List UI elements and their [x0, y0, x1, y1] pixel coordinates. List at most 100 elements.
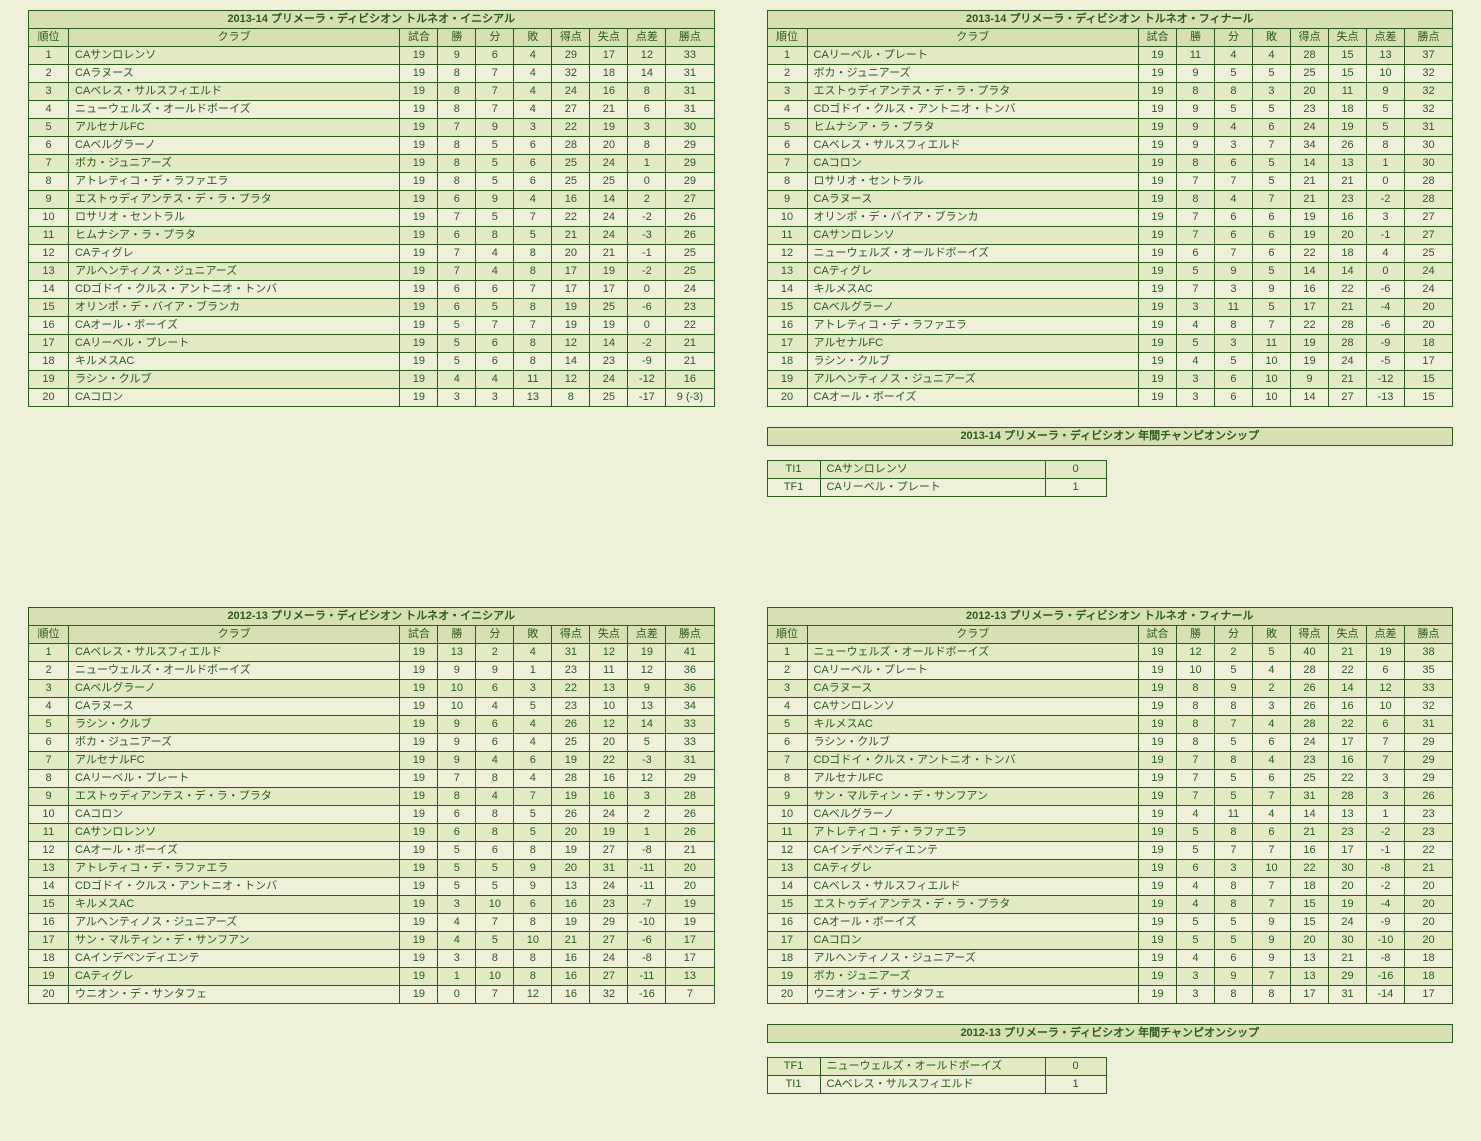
- table-row: 12CAティグレ197482021-125: [29, 245, 715, 263]
- cell: 8: [29, 173, 69, 191]
- cell: 22: [1404, 842, 1452, 860]
- cell: 7: [1176, 770, 1214, 788]
- cell: 30: [1404, 137, 1452, 155]
- col-header: クラブ: [69, 29, 400, 47]
- cell: 20: [1290, 932, 1328, 950]
- cell: 21: [1328, 299, 1366, 317]
- cell: 27: [666, 191, 714, 209]
- cell: 8: [767, 173, 807, 191]
- table-row: 14CDゴドイ・クルス・アントニオ・トンバ195591324-1120: [29, 878, 715, 896]
- cell: 5: [1252, 299, 1290, 317]
- cell: 18: [1404, 950, 1452, 968]
- cell: 7: [1366, 752, 1404, 770]
- cell: 8: [1252, 986, 1290, 1004]
- cell: 27: [1404, 227, 1452, 245]
- cell: 3: [1214, 281, 1252, 299]
- cell: 8: [1176, 680, 1214, 698]
- cell: 12: [628, 662, 666, 680]
- cell: 28: [1328, 317, 1366, 335]
- cell: 19: [1138, 335, 1176, 353]
- cell: 5: [1176, 824, 1214, 842]
- cell: 6: [438, 191, 476, 209]
- cell: 7: [1176, 752, 1214, 770]
- cell: 21: [590, 101, 628, 119]
- cell: 25: [552, 155, 590, 173]
- cell: 19: [1138, 389, 1176, 407]
- cell: 28: [1290, 662, 1328, 680]
- cell: 15: [1290, 914, 1328, 932]
- cell: 14: [29, 281, 69, 299]
- cell: 13: [514, 389, 552, 407]
- cell: CAベルグラーノ: [807, 299, 1138, 317]
- cell: ニューウェルズ・オールドボーイズ: [807, 245, 1138, 263]
- table-row: 6ラシン・クルブ198562417729: [767, 734, 1453, 752]
- cell: 19: [400, 914, 438, 932]
- cell: 9: [438, 752, 476, 770]
- cell: 9: [1252, 932, 1290, 950]
- cell: 19: [400, 698, 438, 716]
- cell: 13: [1328, 155, 1366, 173]
- cell: アルヘンティノス・ジュニアーズ: [69, 263, 400, 281]
- cell: 6: [476, 734, 514, 752]
- cell: ボカ・ジュニアーズ: [69, 734, 400, 752]
- cell: 9: [1176, 101, 1214, 119]
- cell: 16: [590, 770, 628, 788]
- cell: 19: [400, 47, 438, 65]
- champ-tag: TI1: [767, 1076, 820, 1094]
- table-row: 15キルメスAC1931061623-719: [29, 896, 715, 914]
- cell: 19: [552, 788, 590, 806]
- cell: CAオール・ボーイズ: [807, 914, 1138, 932]
- cell: 3: [438, 896, 476, 914]
- cell: 13: [767, 860, 807, 878]
- champ-score: 0: [1045, 461, 1106, 479]
- cell: 19: [1138, 788, 1176, 806]
- cell: 31: [1404, 119, 1452, 137]
- champ-club: CAベレス・サルスフィエルド: [820, 1076, 1045, 1094]
- cell: 15: [1404, 389, 1452, 407]
- table-row: 9エストゥディアンテス・デ・ラ・プラタ196941614227: [29, 191, 715, 209]
- cell: 10: [1366, 698, 1404, 716]
- cell: 10: [1252, 389, 1290, 407]
- cell: 1: [438, 968, 476, 986]
- cell: 19: [628, 644, 666, 662]
- col-header: 得点: [1290, 626, 1328, 644]
- cell: 5: [514, 824, 552, 842]
- cell: 19: [552, 317, 590, 335]
- cell: 8: [1214, 698, 1252, 716]
- table-row: 18アルヘンティノス・ジュニアーズ194691321-818: [767, 950, 1453, 968]
- cell: 5: [438, 842, 476, 860]
- cell: 9: [29, 788, 69, 806]
- cell: 22: [1290, 317, 1328, 335]
- col-header: 失点: [1328, 626, 1366, 644]
- cell: 1: [628, 824, 666, 842]
- cell: 31: [1328, 986, 1366, 1004]
- cell: 40: [1290, 644, 1328, 662]
- cell: 21: [590, 245, 628, 263]
- cell: 19: [1138, 137, 1176, 155]
- cell: 26: [666, 227, 714, 245]
- cell: 28: [552, 137, 590, 155]
- cell: 1: [767, 644, 807, 662]
- cell: 5: [476, 209, 514, 227]
- cell: 19: [1138, 950, 1176, 968]
- col-header: クラブ: [69, 626, 400, 644]
- cell: 34: [1290, 137, 1328, 155]
- cell: 4: [29, 698, 69, 716]
- cell: 20: [1404, 317, 1452, 335]
- cell: CAベルグラーノ: [69, 680, 400, 698]
- cell: 19: [400, 662, 438, 680]
- cell: 5: [29, 119, 69, 137]
- cell: 29: [666, 155, 714, 173]
- champ-result-c2012: TF1ニューウェルズ・オールドボーイズ0TI1CAベレス・サルスフィエルド1: [767, 1057, 1107, 1094]
- table-row: 5アルセナルFC197932219330: [29, 119, 715, 137]
- cell: -2: [1366, 878, 1404, 896]
- cell: CAベレス・サルスフィエルド: [807, 878, 1138, 896]
- cell: 6: [1214, 389, 1252, 407]
- cell: 8: [1176, 698, 1214, 716]
- col-header: 試合: [1138, 626, 1176, 644]
- cell: 19: [400, 806, 438, 824]
- cell: 15: [767, 896, 807, 914]
- cell: 25: [590, 299, 628, 317]
- cell: 9: [476, 191, 514, 209]
- cell: 19: [1138, 317, 1176, 335]
